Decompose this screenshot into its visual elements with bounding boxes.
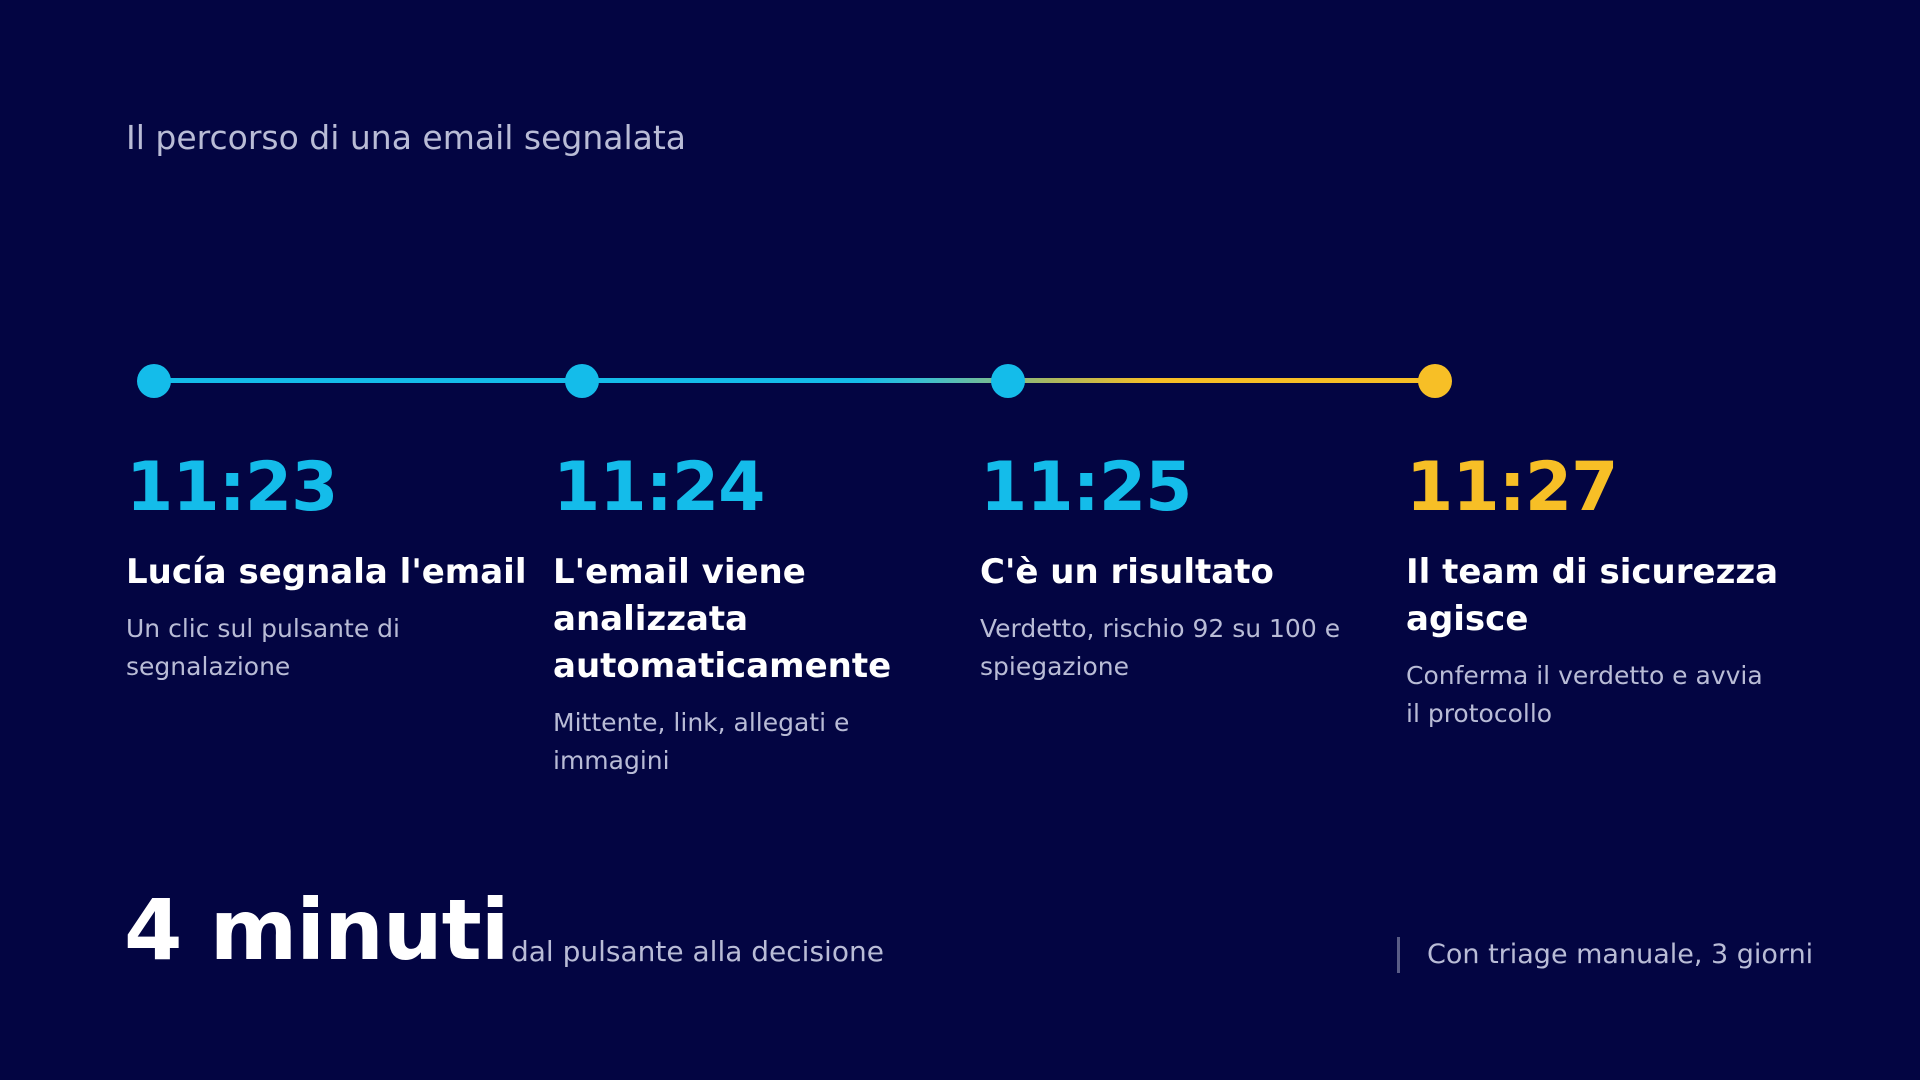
step-description: Verdetto, rischio 92 su 100 e spiegazion… xyxy=(980,614,1341,681)
timeline-step-3: 11:25 C'è un risultato Verdetto, rischio… xyxy=(980,448,1380,686)
step-description: Mittente, link, allegati e immagini xyxy=(553,708,850,775)
step-time: 11:23 xyxy=(126,448,338,527)
timeline-track xyxy=(153,378,1435,383)
timeline-step-1: 11:23 Lucía segnala l'email Un clic sul … xyxy=(126,448,536,686)
step-heading: Lucía segnala l'email xyxy=(126,552,527,592)
step-time: 11:24 xyxy=(553,448,765,527)
timeline-dot-2 xyxy=(565,364,599,398)
step-heading: C'è un risultato xyxy=(980,552,1274,592)
summary-headline: 4 minuti xyxy=(124,881,510,979)
timeline-step-4: 11:27 Il team di sicurezza agisce Confer… xyxy=(1406,448,1806,733)
step-time: 11:27 xyxy=(1406,448,1618,527)
summary-subline: dal pulsante alla decisione xyxy=(511,935,884,968)
step-time: 11:25 xyxy=(980,448,1192,527)
step-heading: Il team di sicurezza agisce xyxy=(1406,552,1779,639)
timeline-dot-3 xyxy=(991,364,1025,398)
timeline-step-2: 11:24 L'email viene analizzata automatic… xyxy=(553,448,933,780)
slide-title: Il percorso di una email segnalata xyxy=(126,118,687,157)
footer-divider xyxy=(1397,937,1400,973)
step-description: Un clic sul pulsante di segnalazione xyxy=(126,614,400,681)
comparison-note: Con triage manuale, 3 giorni xyxy=(1427,939,1814,970)
step-heading: L'email viene analizzata automaticamente xyxy=(553,552,892,686)
step-description: Conferma il verdetto e avvia il protocol… xyxy=(1406,661,1763,728)
timeline-dot-1 xyxy=(137,364,171,398)
timeline-dot-4 xyxy=(1418,364,1452,398)
